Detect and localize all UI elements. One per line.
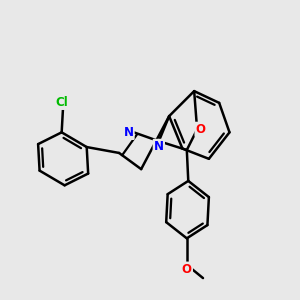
Text: N: N bbox=[154, 140, 164, 153]
Text: O: O bbox=[182, 263, 192, 276]
Text: Cl: Cl bbox=[55, 96, 68, 109]
Text: O: O bbox=[196, 123, 206, 136]
Text: N: N bbox=[124, 126, 134, 139]
